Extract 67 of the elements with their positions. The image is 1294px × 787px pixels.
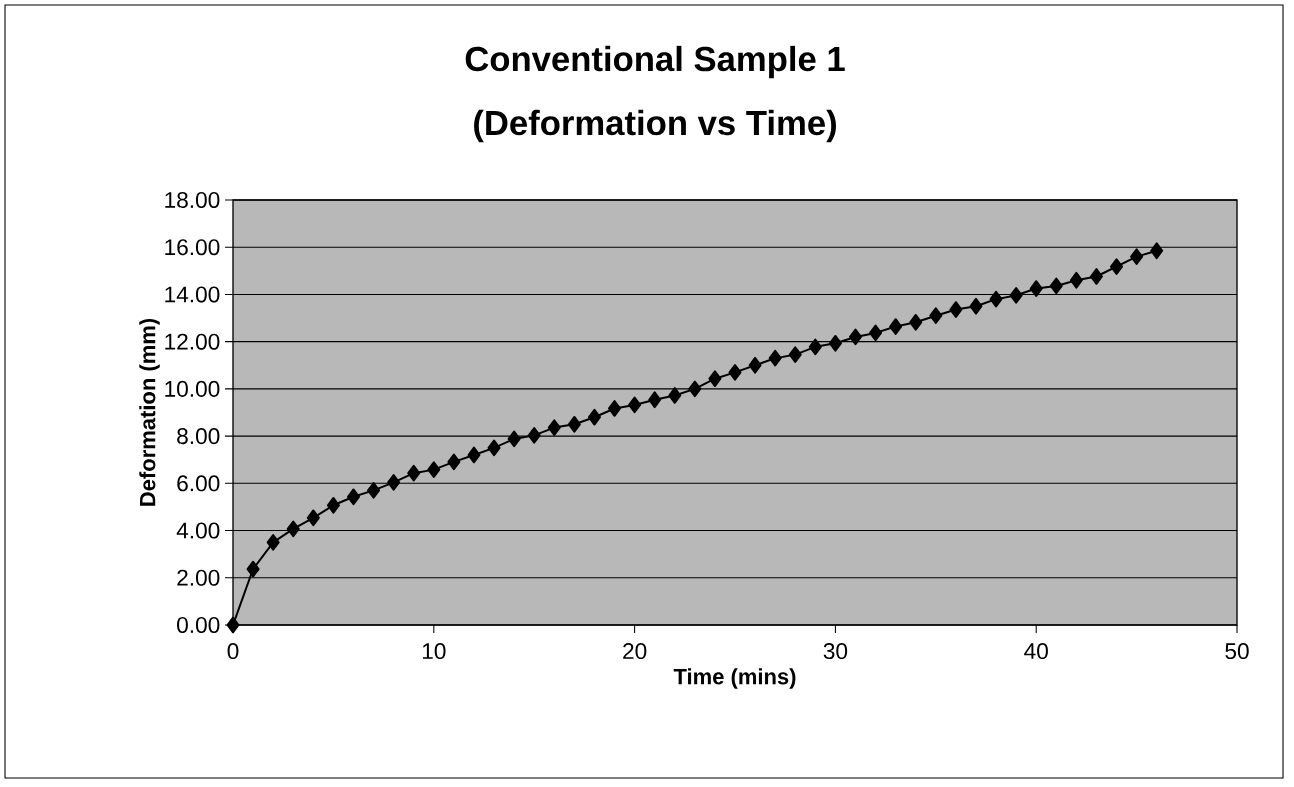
point <box>848 328 862 346</box>
point <box>266 534 280 551</box>
point <box>1110 258 1124 275</box>
x-tick-label: 0 <box>227 643 239 660</box>
y-tick-label: 6.00 <box>177 475 220 492</box>
point <box>949 301 963 318</box>
y-tick-label: 14.00 <box>165 286 220 303</box>
y-tick-label: 4.00 <box>176 522 220 539</box>
point <box>628 396 642 414</box>
point <box>1130 248 1144 265</box>
point <box>788 346 802 363</box>
y-tick-label: 12.00 <box>165 333 220 350</box>
point <box>467 446 481 464</box>
point <box>808 338 822 356</box>
point <box>286 520 300 538</box>
point <box>326 496 340 514</box>
point <box>346 488 360 506</box>
point <box>547 419 561 436</box>
x-tick-label: 50 <box>1225 643 1249 660</box>
point <box>668 387 682 404</box>
y-tick-label: 18.00 <box>165 191 220 209</box>
point <box>1069 271 1083 289</box>
point <box>226 616 240 634</box>
point <box>869 324 883 342</box>
point <box>909 313 923 331</box>
chart-title: Conventional Sample 1 <box>465 45 845 79</box>
point <box>688 380 702 398</box>
point <box>768 349 782 367</box>
y-tick-label: 8.00 <box>177 428 220 445</box>
x-tick-label: 40 <box>1024 643 1048 660</box>
y-tick-label: 0.00 <box>177 616 220 634</box>
point <box>407 464 421 482</box>
point <box>1029 280 1043 297</box>
point <box>306 509 320 527</box>
point <box>387 474 401 491</box>
point <box>427 461 441 478</box>
y-tick-label: 2.00 <box>177 569 220 586</box>
point <box>487 439 501 457</box>
y-tick-label: 16.00 <box>165 239 220 256</box>
x-tick-label: 20 <box>623 643 647 660</box>
point <box>587 408 601 426</box>
point <box>1009 287 1023 304</box>
point <box>708 370 722 388</box>
chart-subtitle: (Deformation vs Time) <box>474 109 836 143</box>
point <box>1150 242 1164 260</box>
x-tick-label: 30 <box>823 643 848 660</box>
point <box>447 453 461 471</box>
point <box>527 427 541 444</box>
point <box>608 400 622 417</box>
point <box>507 430 521 448</box>
point <box>648 391 662 409</box>
point <box>929 307 943 325</box>
point <box>567 415 581 433</box>
point <box>728 364 742 381</box>
point <box>367 482 381 499</box>
y-axis-title: Deformation (mm) <box>139 318 160 506</box>
point <box>748 356 762 374</box>
point <box>889 318 903 335</box>
y-tick-label: 10.00 <box>165 380 220 397</box>
point <box>989 290 1003 308</box>
x-tick-label: 10 <box>422 643 446 660</box>
point <box>246 560 260 578</box>
x-axis-title: Time (mins) <box>673 668 796 689</box>
point <box>1049 277 1063 295</box>
point <box>1089 268 1103 285</box>
point <box>969 297 983 315</box>
point <box>828 334 842 352</box>
